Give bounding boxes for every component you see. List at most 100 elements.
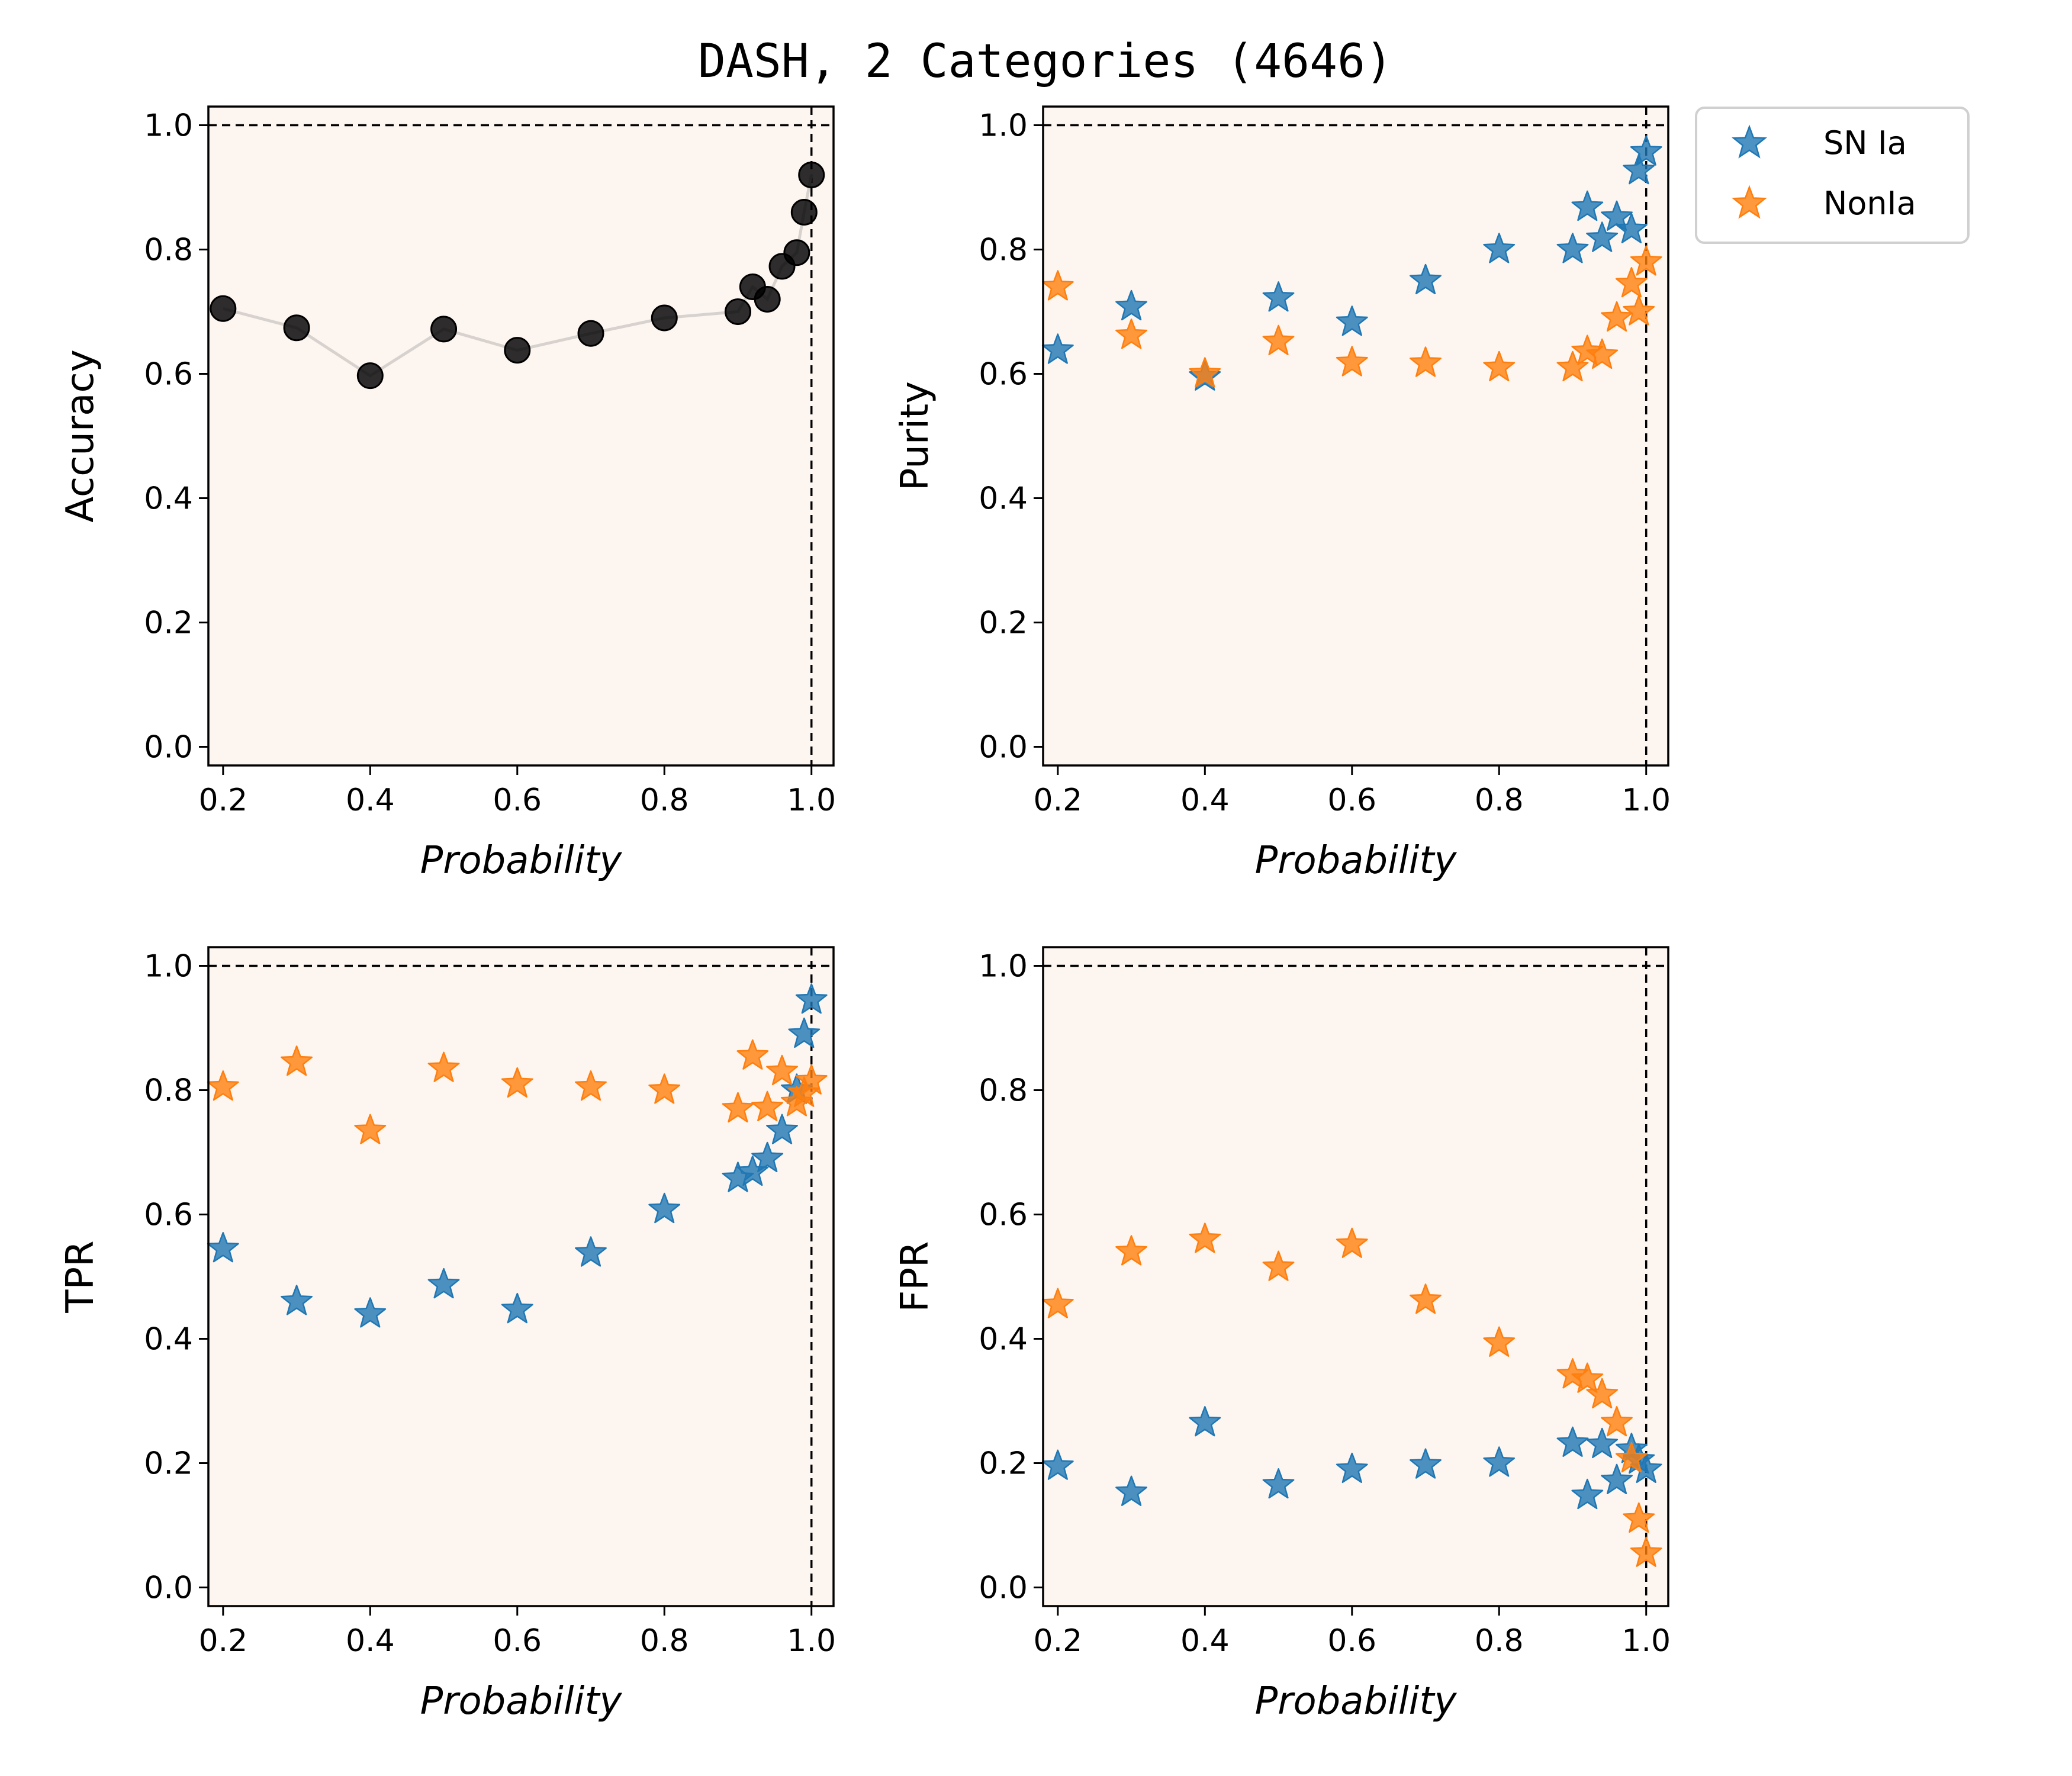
tpr-y-tick-label: 0.6	[144, 1198, 193, 1233]
tpr-sn-ia-point	[795, 983, 828, 1014]
tpr-y-tick-label: 1.0	[144, 949, 193, 984]
accuracy-x-axis-label: Probability	[420, 839, 623, 883]
tpr-panel: 0.2 0.4 0.6 0.8 1.00.00.20.40.60.81.0Probabi…	[59, 946, 836, 1723]
accuracy-point	[356, 362, 384, 390]
purity-nonia-point	[1586, 338, 1619, 369]
fpr-sn-ia-point	[1556, 1426, 1589, 1457]
fpr-nonia-point	[1630, 1536, 1662, 1567]
accuracy-x-tick-label: 0.8	[640, 783, 689, 818]
fpr-x-tick-label: 0.8	[1475, 1623, 1524, 1659]
fpr-x-tick-label: 0.4	[1180, 1623, 1230, 1659]
accuracy-panel: 0.2 0.4 0.6 0.8 1.00.00.20.40.60.81.0Probabi…	[59, 105, 836, 883]
tpr-x-tick-label: 0.6	[493, 1623, 542, 1659]
tpr-sn-ia-point	[501, 1292, 533, 1324]
purity-y-axis-label: Purity	[893, 381, 937, 491]
fpr-nonia-point	[1189, 1222, 1221, 1253]
accuracy-x-tick-label: 0.2	[198, 783, 247, 818]
accuracy-y-axis-label: Accuracy	[59, 349, 102, 522]
purity-y-tick-label: 1.0	[979, 108, 1028, 144]
tpr-x-tick-label: 0.8	[640, 1623, 689, 1659]
tpr-sn-ia-point	[354, 1297, 387, 1328]
accuracy-x-tick-label: 1.0	[787, 783, 836, 818]
legend-label-nonia: NonIa	[1823, 185, 1916, 222]
fpr-x-tick-label: 0.2	[1033, 1623, 1082, 1659]
fpr-y-axis-label: FPR	[893, 1241, 937, 1312]
purity-y-tick-label: 0.6	[979, 357, 1028, 392]
tpr-y-axis-label: TPR	[59, 1240, 102, 1313]
purity-sn-ia-point	[1336, 305, 1368, 336]
purity-nonia-point	[1630, 245, 1662, 276]
accuracy-point	[724, 298, 751, 325]
fpr-y-tick-label: 0.0	[979, 1571, 1028, 1606]
fpr-x-tick-label: 1.0	[1621, 1623, 1671, 1659]
purity-sn-ia-point	[1623, 153, 1655, 185]
tpr-nonia-point	[575, 1070, 607, 1101]
purity-nonia-point	[1336, 346, 1368, 377]
purity-x-tick-label: 0.2	[1033, 783, 1082, 818]
purity-nonia-point	[1615, 267, 1648, 298]
tpr-sn-ia-point	[207, 1232, 239, 1263]
accuracy-plot-area	[208, 107, 834, 765]
purity-y-tick-label: 0.2	[979, 606, 1028, 641]
tpr-sn-ia-point	[788, 1017, 821, 1048]
accuracy-point	[577, 320, 604, 347]
accuracy-y-tick-label: 0.0	[144, 730, 193, 765]
fpr-sn-ia-point	[1189, 1406, 1221, 1437]
tpr-y-tick-label: 0.2	[144, 1446, 193, 1482]
accuracy-point	[790, 199, 818, 226]
fpr-axes-frame	[1042, 946, 1669, 1607]
accuracy-point	[783, 239, 810, 266]
tpr-sn-ia-point	[427, 1267, 460, 1299]
fpr-nonia-point	[1615, 1442, 1648, 1473]
accuracy-point	[283, 314, 310, 342]
accuracy-axes-frame	[207, 105, 835, 767]
accuracy-y-tick-label: 0.8	[144, 233, 193, 268]
tpr-x-tick-label: 0.4	[346, 1623, 395, 1659]
tpr-sn-ia-point	[575, 1236, 607, 1267]
purity-x-axis-label: Probability	[1255, 839, 1458, 883]
fpr-y-tick-label: 1.0	[979, 949, 1028, 984]
purity-sn-ia-point	[1041, 333, 1074, 364]
fpr-nonia-point	[1336, 1227, 1368, 1258]
purity-sn-ia-point	[1601, 200, 1633, 231]
purity-nonia-point	[1041, 270, 1074, 301]
accuracy-y-tick-label: 0.6	[144, 357, 193, 392]
tpr-nonia-point	[722, 1092, 754, 1123]
tpr-plot-area	[208, 947, 834, 1606]
fpr-sn-ia-point	[1336, 1452, 1368, 1484]
fpr-sn-ia-point	[1410, 1448, 1442, 1479]
tpr-sn-ia-point	[648, 1192, 681, 1224]
accuracy-point	[798, 162, 825, 188]
fpr-sn-ia-point	[1601, 1463, 1633, 1494]
fpr-sn-ia-point	[1571, 1478, 1604, 1510]
purity-sn-ia-point	[1571, 190, 1604, 221]
purity-sn-ia-point	[1556, 233, 1589, 263]
fpr-sn-ia-point	[1586, 1427, 1619, 1459]
fpr-y-tick-label: 0.6	[979, 1198, 1028, 1233]
tpr-axes-frame	[207, 946, 835, 1607]
purity-nonia-point	[1410, 346, 1442, 377]
tpr-y-tick-label: 0.4	[144, 1322, 193, 1357]
accuracy-point	[754, 286, 781, 313]
tpr-nonia-point	[766, 1054, 798, 1086]
tpr-y-tick-label: 0.8	[144, 1073, 193, 1109]
fpr-nonia-point	[1262, 1250, 1295, 1281]
fpr-nonia-point	[1041, 1288, 1074, 1318]
tpr-nonia-point	[281, 1045, 313, 1076]
purity-x-tick-label: 0.4	[1180, 783, 1230, 818]
tpr-nonia-point	[501, 1067, 533, 1098]
tpr-x-tick-label: 1.0	[787, 1623, 836, 1659]
accuracy-point	[504, 337, 531, 364]
tpr-sn-ia-point	[751, 1141, 784, 1173]
fpr-sn-ia-point	[1041, 1449, 1074, 1480]
fpr-sn-ia-point	[1115, 1475, 1148, 1506]
tpr-sn-ia-point	[766, 1114, 798, 1144]
accuracy-x-tick-label: 0.4	[346, 783, 395, 818]
legend-marker-sn-ia	[1732, 124, 1767, 159]
tpr-x-tick-label: 0.2	[198, 1623, 247, 1659]
fpr-nonia-point	[1483, 1326, 1516, 1357]
fpr-nonia-point	[1115, 1235, 1148, 1266]
fpr-nonia-point	[1571, 1362, 1604, 1393]
purity-y-tick-label: 0.4	[979, 481, 1028, 517]
accuracy-point	[430, 316, 458, 343]
